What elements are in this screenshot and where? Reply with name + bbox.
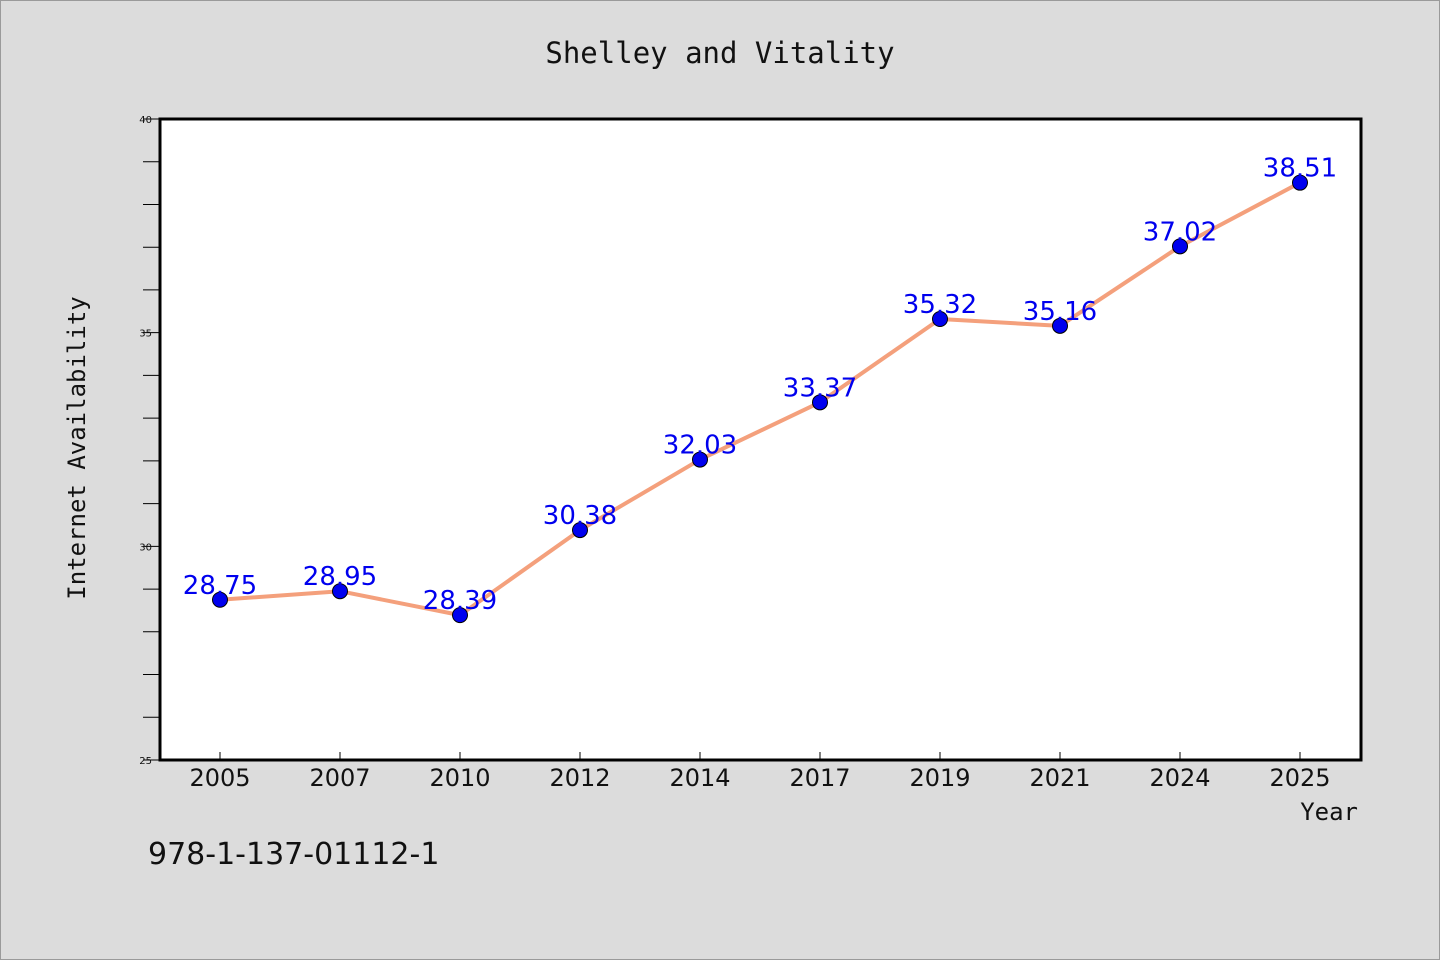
data-point <box>572 522 588 539</box>
y-tick-label: 30 <box>139 542 152 553</box>
data-label: 37.02 <box>1143 217 1217 247</box>
y-axis-ticks: 25 30 35 40 <box>139 115 160 767</box>
data-label: 32.03 <box>663 431 737 461</box>
x-tick-label: 2025 <box>1269 764 1330 792</box>
data-label: 28.75 <box>183 571 257 601</box>
data-point <box>692 451 708 468</box>
data-label: 30.38 <box>543 501 617 531</box>
x-tick-label: 2021 <box>1029 764 1090 792</box>
x-axis-ticks: 2005 2007 2010 2012 2014 2017 2019 2021 2024 2025 <box>189 752 1331 792</box>
plot-area <box>158 117 1363 762</box>
data-point <box>1292 174 1308 191</box>
series-layer: 28.75 28.95 28.39 30.38 32.03 33.37 35.32 35.16… <box>183 154 1337 624</box>
data-label: 28.39 <box>423 586 497 616</box>
x-tick-label: 2019 <box>909 764 970 792</box>
y-axis-label: Internet Availability <box>63 296 91 599</box>
data-point <box>1172 238 1188 255</box>
chart-title: Shelley and Vitality <box>545 36 894 70</box>
data-label: 35.32 <box>903 290 977 320</box>
y-tick-label: 35 <box>139 329 152 340</box>
x-tick-label: 2012 <box>549 764 610 792</box>
data-label: 33.37 <box>783 373 857 403</box>
x-tick-label: 2014 <box>669 764 730 792</box>
data-point <box>812 394 828 411</box>
isbn-annotation: 978-1-137-01112-1 <box>148 837 439 872</box>
data-label: 28.95 <box>303 562 377 592</box>
data-point <box>212 591 228 608</box>
y-tick-label: 40 <box>139 115 152 126</box>
x-tick-label: 2005 <box>189 764 250 792</box>
data-label: 38.51 <box>1263 154 1337 184</box>
data-point <box>932 310 948 327</box>
x-tick-label: 2010 <box>429 764 490 792</box>
data-label: 35.16 <box>1023 297 1097 327</box>
data-point <box>1052 317 1068 334</box>
x-tick-label: 2017 <box>789 764 850 792</box>
x-axis-label: Year <box>1300 798 1358 826</box>
series-line <box>219 180 1301 618</box>
data-point <box>452 607 468 624</box>
data-point <box>332 583 348 600</box>
x-tick-label: 2007 <box>309 764 370 792</box>
y-tick-label: 25 <box>139 756 152 767</box>
x-tick-label: 2024 <box>1149 764 1210 792</box>
